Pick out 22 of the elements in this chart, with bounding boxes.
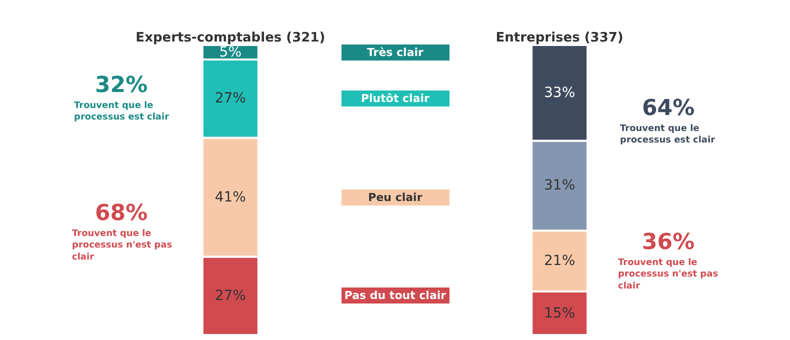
x-tick-label: Entreprises (337) [496,30,624,46]
annotation: Trouvent que le processus est clair [620,124,716,146]
text: Pas du tout clair [344,289,447,302]
annotation: Trouvent que le processus est clair [74,101,170,123]
data-label: 5% [219,44,242,60]
annotation: Trouvent que le processus n'est pas clair [618,258,718,292]
text: Très clair [366,46,424,59]
text: Plutôt clair [360,92,430,105]
data-label: 31% [544,178,576,194]
annotation: Trouvent que le processus n'est pas clair [72,229,172,262]
annotation: 36% [642,230,695,255]
data-label: 41% [214,189,246,206]
data-label: 27% [214,288,246,304]
data-label: 33% [544,84,576,101]
annotation: 68% [95,201,148,226]
data-label: 27% [214,90,246,107]
text: Peu clair [368,191,423,204]
data-label: 15% [544,305,576,322]
annotation: 64% [642,96,695,121]
data-label: 21% [544,253,576,270]
annotation: 32% [95,73,148,98]
x-tick-label: Experts-comptables (321) [136,30,326,46]
